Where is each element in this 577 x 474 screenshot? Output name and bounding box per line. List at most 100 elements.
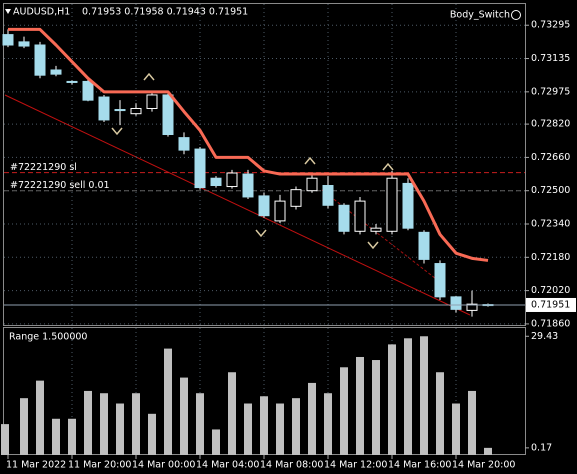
arrow-down bbox=[111, 127, 123, 136]
candle-body bbox=[162, 94, 174, 136]
y-tick-label: 0.72500 bbox=[531, 185, 570, 196]
range-bar bbox=[100, 393, 108, 455]
y-tick-label: 0.72820 bbox=[531, 119, 570, 130]
y-tick-label: 0.71860 bbox=[531, 318, 570, 329]
candle-body bbox=[34, 44, 46, 76]
arrow-up bbox=[304, 156, 316, 165]
y-tick-label: 0.72975 bbox=[531, 86, 570, 97]
range-bar bbox=[484, 447, 492, 455]
arrow-down bbox=[255, 229, 267, 238]
x-tick-label: 14 Mar 08:00 bbox=[260, 460, 323, 471]
candle-body bbox=[274, 200, 286, 222]
candle-body bbox=[18, 41, 30, 47]
candle-body bbox=[2, 34, 14, 46]
candle-body bbox=[98, 96, 110, 121]
range-bar bbox=[68, 418, 76, 455]
price-panel-frame bbox=[3, 3, 526, 326]
y-tick-label: 0.72660 bbox=[531, 152, 570, 163]
candle-body bbox=[82, 80, 94, 101]
order-label: #72221290 sl bbox=[10, 162, 77, 173]
x-tick-label: 11 Mar 2022 bbox=[6, 460, 66, 471]
candle-body bbox=[194, 148, 206, 189]
candle-body bbox=[290, 189, 302, 207]
range-bar bbox=[20, 398, 28, 455]
candle-body bbox=[66, 80, 78, 83]
y-tick-label: 0.72340 bbox=[531, 219, 570, 230]
candle-body bbox=[114, 109, 126, 112]
trailing-line bbox=[8, 27, 489, 262]
range-bar bbox=[212, 429, 220, 455]
y-tick-label: 0.73135 bbox=[531, 53, 570, 64]
x-tick-label: 11 Mar 20:00 bbox=[68, 460, 131, 471]
range-bar bbox=[196, 393, 204, 455]
candle-body bbox=[386, 177, 398, 232]
smiley-icon bbox=[511, 10, 521, 20]
candle-body bbox=[418, 231, 430, 260]
range-bar bbox=[1, 424, 9, 455]
range-bar bbox=[180, 377, 188, 455]
symbol-title: AUDUSD,H1 bbox=[13, 7, 70, 18]
x-tick-label: 14 Mar 16:00 bbox=[388, 460, 451, 471]
y-tick-label: 0.73295 bbox=[531, 20, 570, 31]
candle-body bbox=[322, 185, 334, 206]
range-bar bbox=[340, 367, 348, 455]
y-tick-label: 29.43 bbox=[531, 331, 558, 342]
indicator-name: Body_Switch bbox=[450, 10, 510, 21]
range-bar bbox=[132, 393, 140, 455]
current-price-label: 0.71951 bbox=[531, 299, 570, 310]
candle-body bbox=[242, 173, 254, 198]
candle-body bbox=[50, 69, 62, 75]
x-tick-label: 14 Mar 00:00 bbox=[132, 460, 195, 471]
candle-body bbox=[226, 172, 238, 188]
range-bar bbox=[292, 398, 300, 455]
candle-body bbox=[130, 107, 142, 115]
y-tick-label: 0.17 bbox=[531, 442, 552, 453]
range-bar bbox=[164, 348, 172, 455]
range-bar bbox=[260, 396, 268, 455]
candle-body bbox=[450, 296, 462, 310]
range-bar bbox=[228, 372, 236, 455]
candle-body bbox=[306, 177, 318, 192]
x-tick-label: 14 Mar 04:00 bbox=[196, 460, 259, 471]
range-bar bbox=[308, 382, 316, 455]
y-tick-label: 0.72180 bbox=[531, 252, 570, 263]
candle-body bbox=[370, 227, 382, 232]
arrow-down bbox=[367, 241, 379, 250]
range-bar bbox=[324, 393, 332, 455]
range-bar bbox=[436, 372, 444, 455]
range-bar bbox=[84, 390, 92, 455]
candle-body bbox=[354, 200, 366, 232]
range-bar bbox=[420, 336, 428, 455]
candle-body bbox=[146, 94, 158, 109]
candle-body bbox=[434, 263, 446, 298]
candle-body bbox=[402, 182, 414, 229]
plot-layer: 0.73295 0.73135 0.72975 0.72820 0.72660 0.725… bbox=[1, 4, 576, 471]
fractal-arrows bbox=[111, 72, 394, 250]
ohlc-values: 0.71953 0.71958 0.71943 0.71951 bbox=[82, 7, 248, 18]
x-tick-label: 14 Mar 20:00 bbox=[452, 460, 515, 471]
range-bar bbox=[388, 344, 396, 455]
range-bar bbox=[356, 356, 364, 455]
order-label: #72221290 sell 0.01 bbox=[10, 180, 110, 191]
y-tick-label: 0.72020 bbox=[531, 285, 570, 296]
range-bar bbox=[244, 403, 252, 455]
candle-body bbox=[210, 177, 222, 187]
trend-line bbox=[4, 94, 471, 316]
range-bar bbox=[36, 380, 44, 455]
range-bar bbox=[116, 403, 124, 455]
candle-body bbox=[338, 204, 350, 232]
arrow-up bbox=[143, 72, 155, 81]
range-bar bbox=[404, 338, 412, 455]
current-price-box bbox=[526, 297, 576, 312]
arrow-up bbox=[382, 162, 394, 171]
range-bar bbox=[468, 390, 476, 455]
candle-body bbox=[178, 137, 190, 151]
range-bar bbox=[276, 403, 284, 455]
menu-triangle[interactable] bbox=[5, 9, 11, 14]
range-bar bbox=[372, 360, 380, 455]
range-bar bbox=[148, 413, 156, 455]
candle-body bbox=[258, 195, 270, 217]
candle-body bbox=[466, 303, 478, 311]
